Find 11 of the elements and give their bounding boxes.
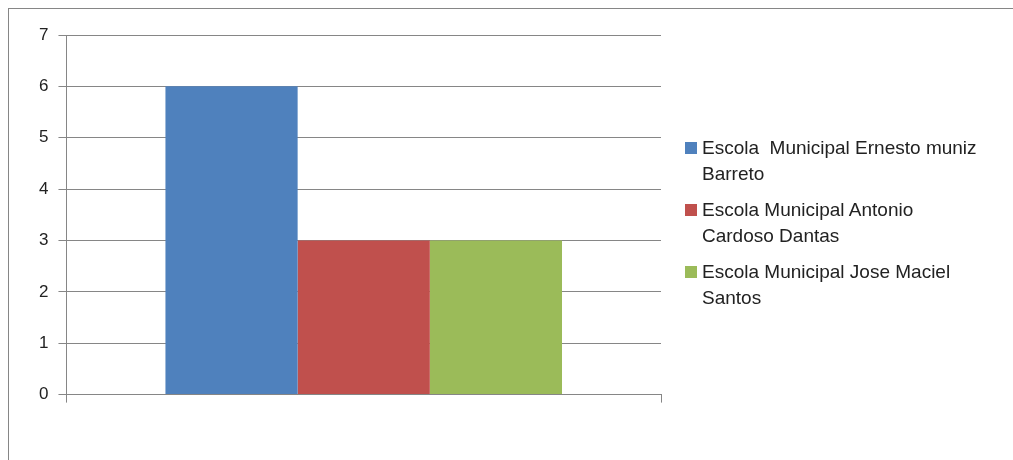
- y-tick-label: 2: [38, 281, 49, 301]
- y-tick-label: 1: [38, 332, 49, 352]
- legend-label: Escola Municipal Jose Maciel Santos: [702, 260, 952, 310]
- y-tick-label: 7: [38, 24, 49, 44]
- y-tick-label: 0: [38, 384, 49, 404]
- y-tick-label: 6: [38, 76, 49, 96]
- y-tick-label: 4: [38, 178, 49, 198]
- y-tick-label: 5: [38, 127, 49, 147]
- y-tick-label: 3: [38, 230, 49, 250]
- legend-label: Escola Municipal Antonio Cardoso Dantas: [702, 198, 915, 248]
- legend-label: Escola Municipal Ernesto muniz Barreto: [702, 136, 978, 186]
